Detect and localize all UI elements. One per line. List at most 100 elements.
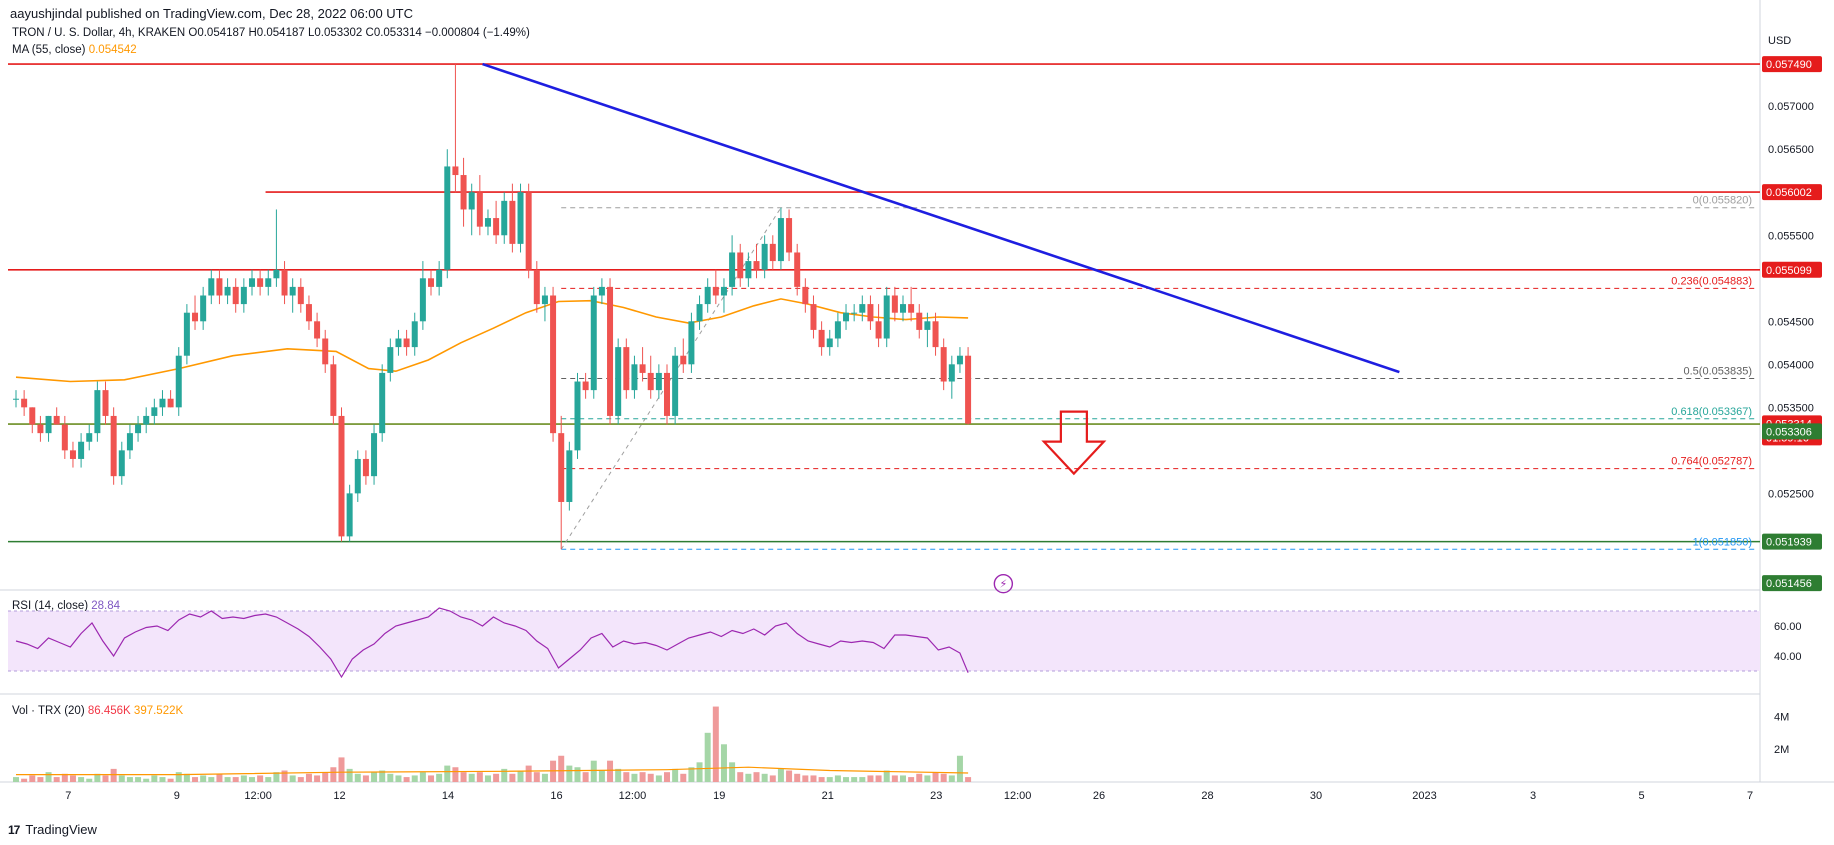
volume-bar — [444, 765, 451, 782]
candle-body — [110, 415, 117, 477]
volume-bar — [167, 778, 174, 782]
candle-body — [956, 355, 963, 365]
volume-bar — [78, 777, 85, 782]
volume-bar — [875, 775, 882, 782]
volume-bar — [818, 777, 825, 782]
candle-body — [867, 304, 874, 322]
volume-bar — [371, 772, 378, 782]
candle-body — [387, 347, 394, 373]
volume-bar — [468, 773, 475, 782]
price-tick: 0.053500 — [1768, 402, 1814, 414]
volume-bar — [639, 772, 646, 782]
price-chart[interactable]: USD 0.057000 0.056500 0.055500 0.054500 0.054… — [0, 0, 1834, 820]
candle-body — [135, 424, 142, 434]
candle-body — [411, 321, 418, 348]
price-tick: 0.054000 — [1768, 359, 1814, 371]
candle-body — [745, 261, 752, 279]
tradingview-brand: TradingView — [25, 822, 97, 837]
candle-body — [167, 398, 174, 408]
candle-body — [78, 441, 85, 459]
volume-bar — [509, 773, 516, 782]
candle-body — [639, 364, 646, 373]
time-tick: 14 — [442, 790, 454, 802]
down-arrow-icon — [1041, 410, 1107, 476]
candle-body — [590, 295, 597, 391]
price-tick: 0.055500 — [1768, 230, 1814, 242]
volume-bar — [843, 777, 850, 782]
volume-bar — [86, 778, 93, 782]
candle-body — [314, 321, 321, 339]
candle-body — [151, 407, 158, 416]
volume-bar — [45, 772, 52, 782]
trendline — [482, 62, 1400, 374]
volume-bar — [387, 773, 394, 782]
candle-body — [769, 243, 776, 262]
volume-bar — [411, 775, 418, 782]
ma-line — [15, 298, 969, 383]
volume-bar — [704, 732, 711, 782]
time-tick: 2023 — [1412, 790, 1436, 802]
candle-body — [224, 286, 231, 296]
candle-body — [696, 304, 703, 322]
candle-body — [712, 286, 719, 296]
volume-bar — [899, 775, 906, 782]
candle-body — [908, 304, 915, 313]
volume-bar — [501, 768, 508, 782]
candle-body — [664, 372, 670, 416]
candle-body — [248, 278, 255, 287]
time-tick: 21 — [822, 790, 834, 802]
candle-body — [582, 381, 589, 391]
candle-body — [680, 355, 687, 365]
rsi-tick: 60.00 — [1774, 621, 1802, 633]
candle-body — [102, 390, 109, 416]
volume-bar — [208, 777, 215, 782]
volume-bar — [533, 772, 540, 782]
volume-bar — [281, 770, 288, 782]
price-tick: 0.052500 — [1768, 488, 1814, 500]
volume-bar — [322, 772, 329, 782]
volume-bar — [159, 777, 166, 782]
candle-body — [257, 278, 264, 287]
candle-body — [899, 304, 906, 313]
candle-body — [794, 252, 801, 287]
volume-bar — [590, 760, 597, 782]
candle-body — [525, 192, 532, 270]
candle-body — [37, 424, 44, 434]
symbol-name[interactable]: TRON / U. S. Dollar, 4h, KRAKEN — [12, 27, 186, 39]
volume-bar — [13, 777, 19, 782]
candle-body — [175, 355, 182, 408]
candle-body — [330, 364, 337, 416]
ma-label[interactable]: MA (55, close) — [12, 44, 86, 56]
volume-bar — [631, 773, 638, 782]
candle-body — [436, 269, 443, 287]
candle-body — [281, 269, 288, 296]
volume-bar — [598, 770, 605, 782]
rsi-label[interactable]: RSI (14, close) — [12, 600, 89, 612]
candle-body — [452, 166, 459, 176]
volume-bar — [305, 773, 312, 782]
candle-body — [501, 200, 508, 236]
candle-body — [192, 312, 199, 322]
volume-bar — [891, 775, 898, 782]
tradingview-logo[interactable]: 17 TradingView — [8, 822, 97, 837]
candle-body — [126, 433, 133, 451]
candle-body — [704, 286, 711, 305]
volume-bar — [916, 773, 923, 782]
vol-label[interactable]: Vol · TRX (20) — [12, 705, 85, 717]
candle-body — [688, 321, 695, 365]
candle-body — [761, 243, 768, 270]
volume-bar — [354, 773, 361, 782]
fib-label: 0.764(0.052787) — [1671, 456, 1752, 468]
price-tick: 0.056500 — [1768, 144, 1814, 156]
volume-bar — [655, 775, 662, 782]
candle-body — [859, 304, 866, 313]
volume-bar — [566, 765, 573, 782]
candle-body — [729, 252, 736, 287]
candle-body — [818, 329, 825, 348]
candle-body — [240, 286, 247, 305]
candle-body — [940, 347, 947, 382]
candle-body — [517, 192, 524, 244]
volume-bar — [493, 773, 500, 782]
candle-body — [631, 364, 638, 391]
publish-info: aayushjindal published on TradingView.co… — [10, 6, 414, 21]
